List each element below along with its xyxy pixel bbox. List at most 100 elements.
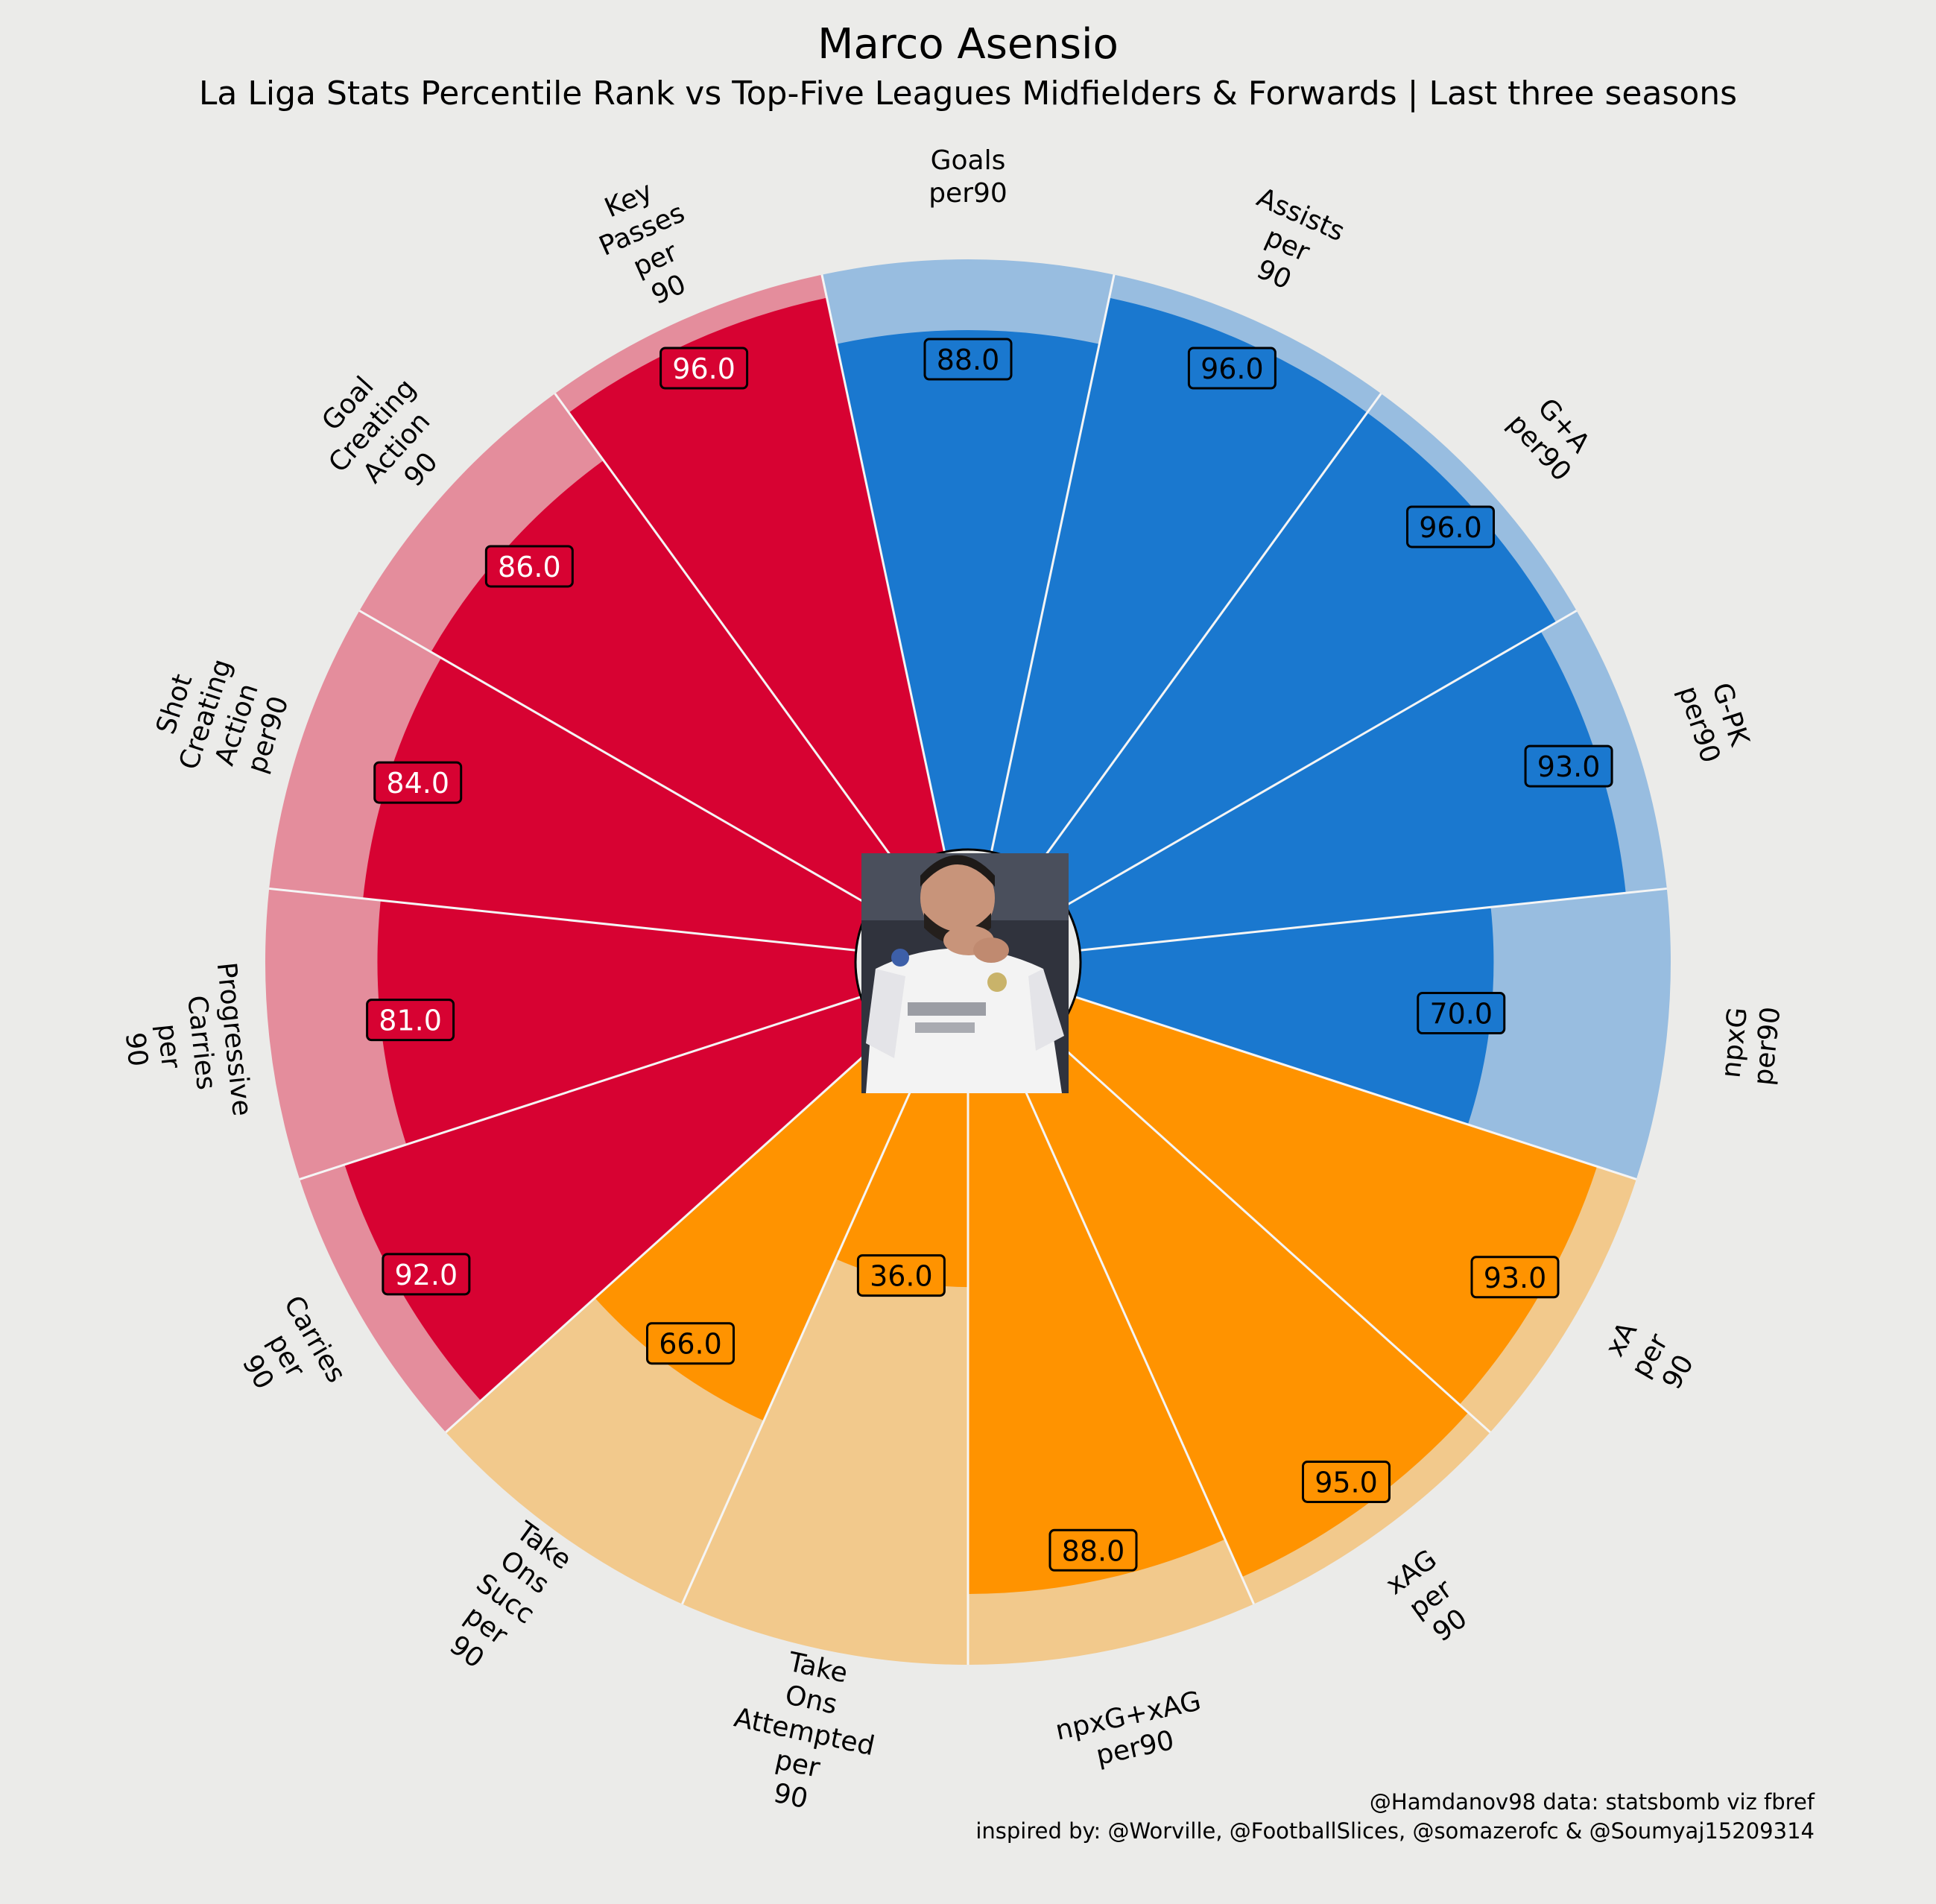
value-label-box: [856, 1254, 946, 1297]
separator-line: [1075, 996, 1637, 1180]
category-label-goals-per90: Goals per90: [929, 145, 1007, 209]
value-label-box: [484, 545, 574, 588]
category-label-carries-per-90: Carriesper90: [221, 1291, 351, 1421]
bar-xa-per-90: [1051, 996, 1598, 1405]
value-label-box: [366, 999, 455, 1042]
category-label-line: 90: [771, 1778, 810, 1815]
value-label-g-pk-per90: 93.0: [1524, 744, 1613, 788]
value-label-carries-per-90: 92.0: [382, 1253, 471, 1296]
category-label-progressive-carries-per-90: ProgressiveCarriesper90: [113, 961, 257, 1127]
category-label-xag-per-90: xAGper90: [1380, 1544, 1481, 1654]
value-label-text: 36.0: [870, 1260, 933, 1293]
separator-line: [990, 274, 1116, 853]
value-label-npxg-xag-per90: 88.0: [1048, 1528, 1138, 1572]
value-label-xag-per-90: 95.0: [1301, 1461, 1391, 1504]
category-label-assists-per-90: Assistsper90: [1226, 182, 1350, 307]
value-label-box: [373, 761, 463, 804]
value-label-progressive-carries-per-90: 81.0: [366, 999, 455, 1042]
value-label-box: [1417, 992, 1506, 1035]
bar-progressive-carries-per-90: [377, 900, 861, 1145]
value-label-text: 84.0: [386, 767, 449, 800]
player-photo: [861, 853, 1069, 1093]
segment-separators: [269, 274, 1667, 1665]
value-label-text: 70.0: [1429, 998, 1493, 1031]
category-label-line: Goals: [931, 145, 1006, 176]
bar-shot-creating-action-per90: [363, 657, 871, 951]
bar-take-ons-attempted-per-90: [835, 1064, 968, 1288]
separator-line: [554, 393, 903, 872]
value-label-box: [1301, 1461, 1391, 1504]
category-label-key-passes-per-90: KeyPassesper90: [581, 168, 716, 322]
category-label-take-ons-succ-per-90: TakeOnsSuccper90: [432, 1515, 579, 1683]
value-label-text: 93.0: [1537, 750, 1601, 783]
category-label-g-a-per90: G+Aper90: [1502, 386, 1601, 487]
value-label-key-passes-per-90: 96.0: [659, 347, 749, 390]
separator-line: [1013, 1064, 1255, 1605]
bar-xag-per-90: [1013, 1037, 1469, 1578]
bar-key-passes-per-90: [569, 297, 945, 871]
value-label-goals-per90: 88.0: [923, 338, 1013, 381]
value-label-box: [659, 347, 749, 390]
value-label-text: 86.0: [498, 551, 561, 583]
category-label-line: Progressive: [211, 961, 257, 1117]
value-label-text: 88.0: [937, 344, 1000, 376]
separator-line: [299, 996, 861, 1180]
value-label-assists-per-90: 96.0: [1187, 347, 1277, 390]
separator-line: [1033, 393, 1382, 872]
value-label-npxg-per90: 70.0: [1417, 992, 1506, 1035]
category-label-line: per: [151, 1022, 186, 1070]
category-label-xa-per-90: xAper90: [1597, 1312, 1703, 1399]
separator-line: [1065, 610, 1578, 907]
value-label-g-a-per90: 96.0: [1406, 505, 1496, 548]
value-label-box: [1187, 347, 1277, 390]
category-label-line: per90: [929, 178, 1007, 209]
bar-assists-per-90: [991, 297, 1367, 871]
bar-g-pk-per90: [1065, 631, 1626, 951]
value-label-text: 96.0: [1419, 511, 1482, 544]
separator-line: [358, 610, 871, 907]
category-label-line: npxG: [1715, 1006, 1753, 1080]
value-label-text: 96.0: [672, 352, 736, 385]
value-label-text: 93.0: [1484, 1262, 1547, 1294]
category-label-npxg-per90: npxGper90: [1715, 1002, 1787, 1087]
value-label-box: [382, 1253, 471, 1296]
chart-title: Marco Asensio: [817, 20, 1119, 69]
value-label-text: 81.0: [379, 1005, 442, 1037]
value-label-take-ons-attempted-per-90: 36.0: [856, 1254, 946, 1297]
credit-line-2: inspired by: @Worville, @FootballSlices,…: [975, 1818, 1815, 1844]
value-label-box: [646, 1322, 736, 1365]
value-label-shot-creating-action-per90: 84.0: [373, 761, 463, 804]
separator-line: [1080, 887, 1667, 952]
bar-carries-per-90: [344, 996, 885, 1401]
value-label-text: 88.0: [1062, 1534, 1125, 1567]
chart-subtitle: La Liga Stats Percentile Rank vs Top-Fiv…: [199, 75, 1737, 113]
value-label-take-ons-succ-per-90: 66.0: [646, 1322, 736, 1365]
category-label-g-pk-per90: G-PKper90: [1672, 672, 1756, 767]
separator-line: [1051, 1036, 1491, 1434]
value-label-text: 92.0: [395, 1259, 458, 1291]
bar-npxg-per90: [1075, 907, 1494, 1125]
bar-npxg-xag-per90: [968, 1064, 1225, 1594]
separator-line: [269, 887, 856, 952]
category-label-line: 90: [119, 1031, 154, 1068]
value-label-text: 96.0: [1200, 352, 1264, 385]
value-label-goal-creating-action-90: 86.0: [484, 545, 574, 588]
value-label-box: [923, 338, 1013, 381]
category-label-shot-creating-action-per90: ShotCreatingActionper90: [142, 645, 300, 794]
separator-line: [445, 1036, 885, 1434]
value-label-box: [1524, 744, 1613, 788]
bar-goals-per90: [836, 330, 1100, 853]
category-label-line: per90: [1748, 1005, 1787, 1087]
value-label-box: [1406, 505, 1496, 548]
value-label-box: [1048, 1528, 1138, 1572]
category-label-npxg-xag-per90: npxG+xAGper90: [1053, 1686, 1211, 1778]
value-labels: 88.0 96.0 96.0 93.0 70.0 93.0 95.0 88.0 36.0 66.0…: [366, 338, 1613, 1572]
separator-line: [681, 1064, 923, 1605]
value-label-box: [1470, 1256, 1560, 1299]
value-label-xa-per-90: 93.0: [1470, 1256, 1560, 1299]
value-label-text: 66.0: [659, 1328, 722, 1361]
category-label-take-ons-attempted-per-90: TakeOnsAttemptedper90: [718, 1638, 891, 1826]
value-label-text: 95.0: [1315, 1467, 1378, 1499]
credit-line-1: @Hamdanov98 data: statsbomb viz fbref: [1370, 1789, 1815, 1815]
